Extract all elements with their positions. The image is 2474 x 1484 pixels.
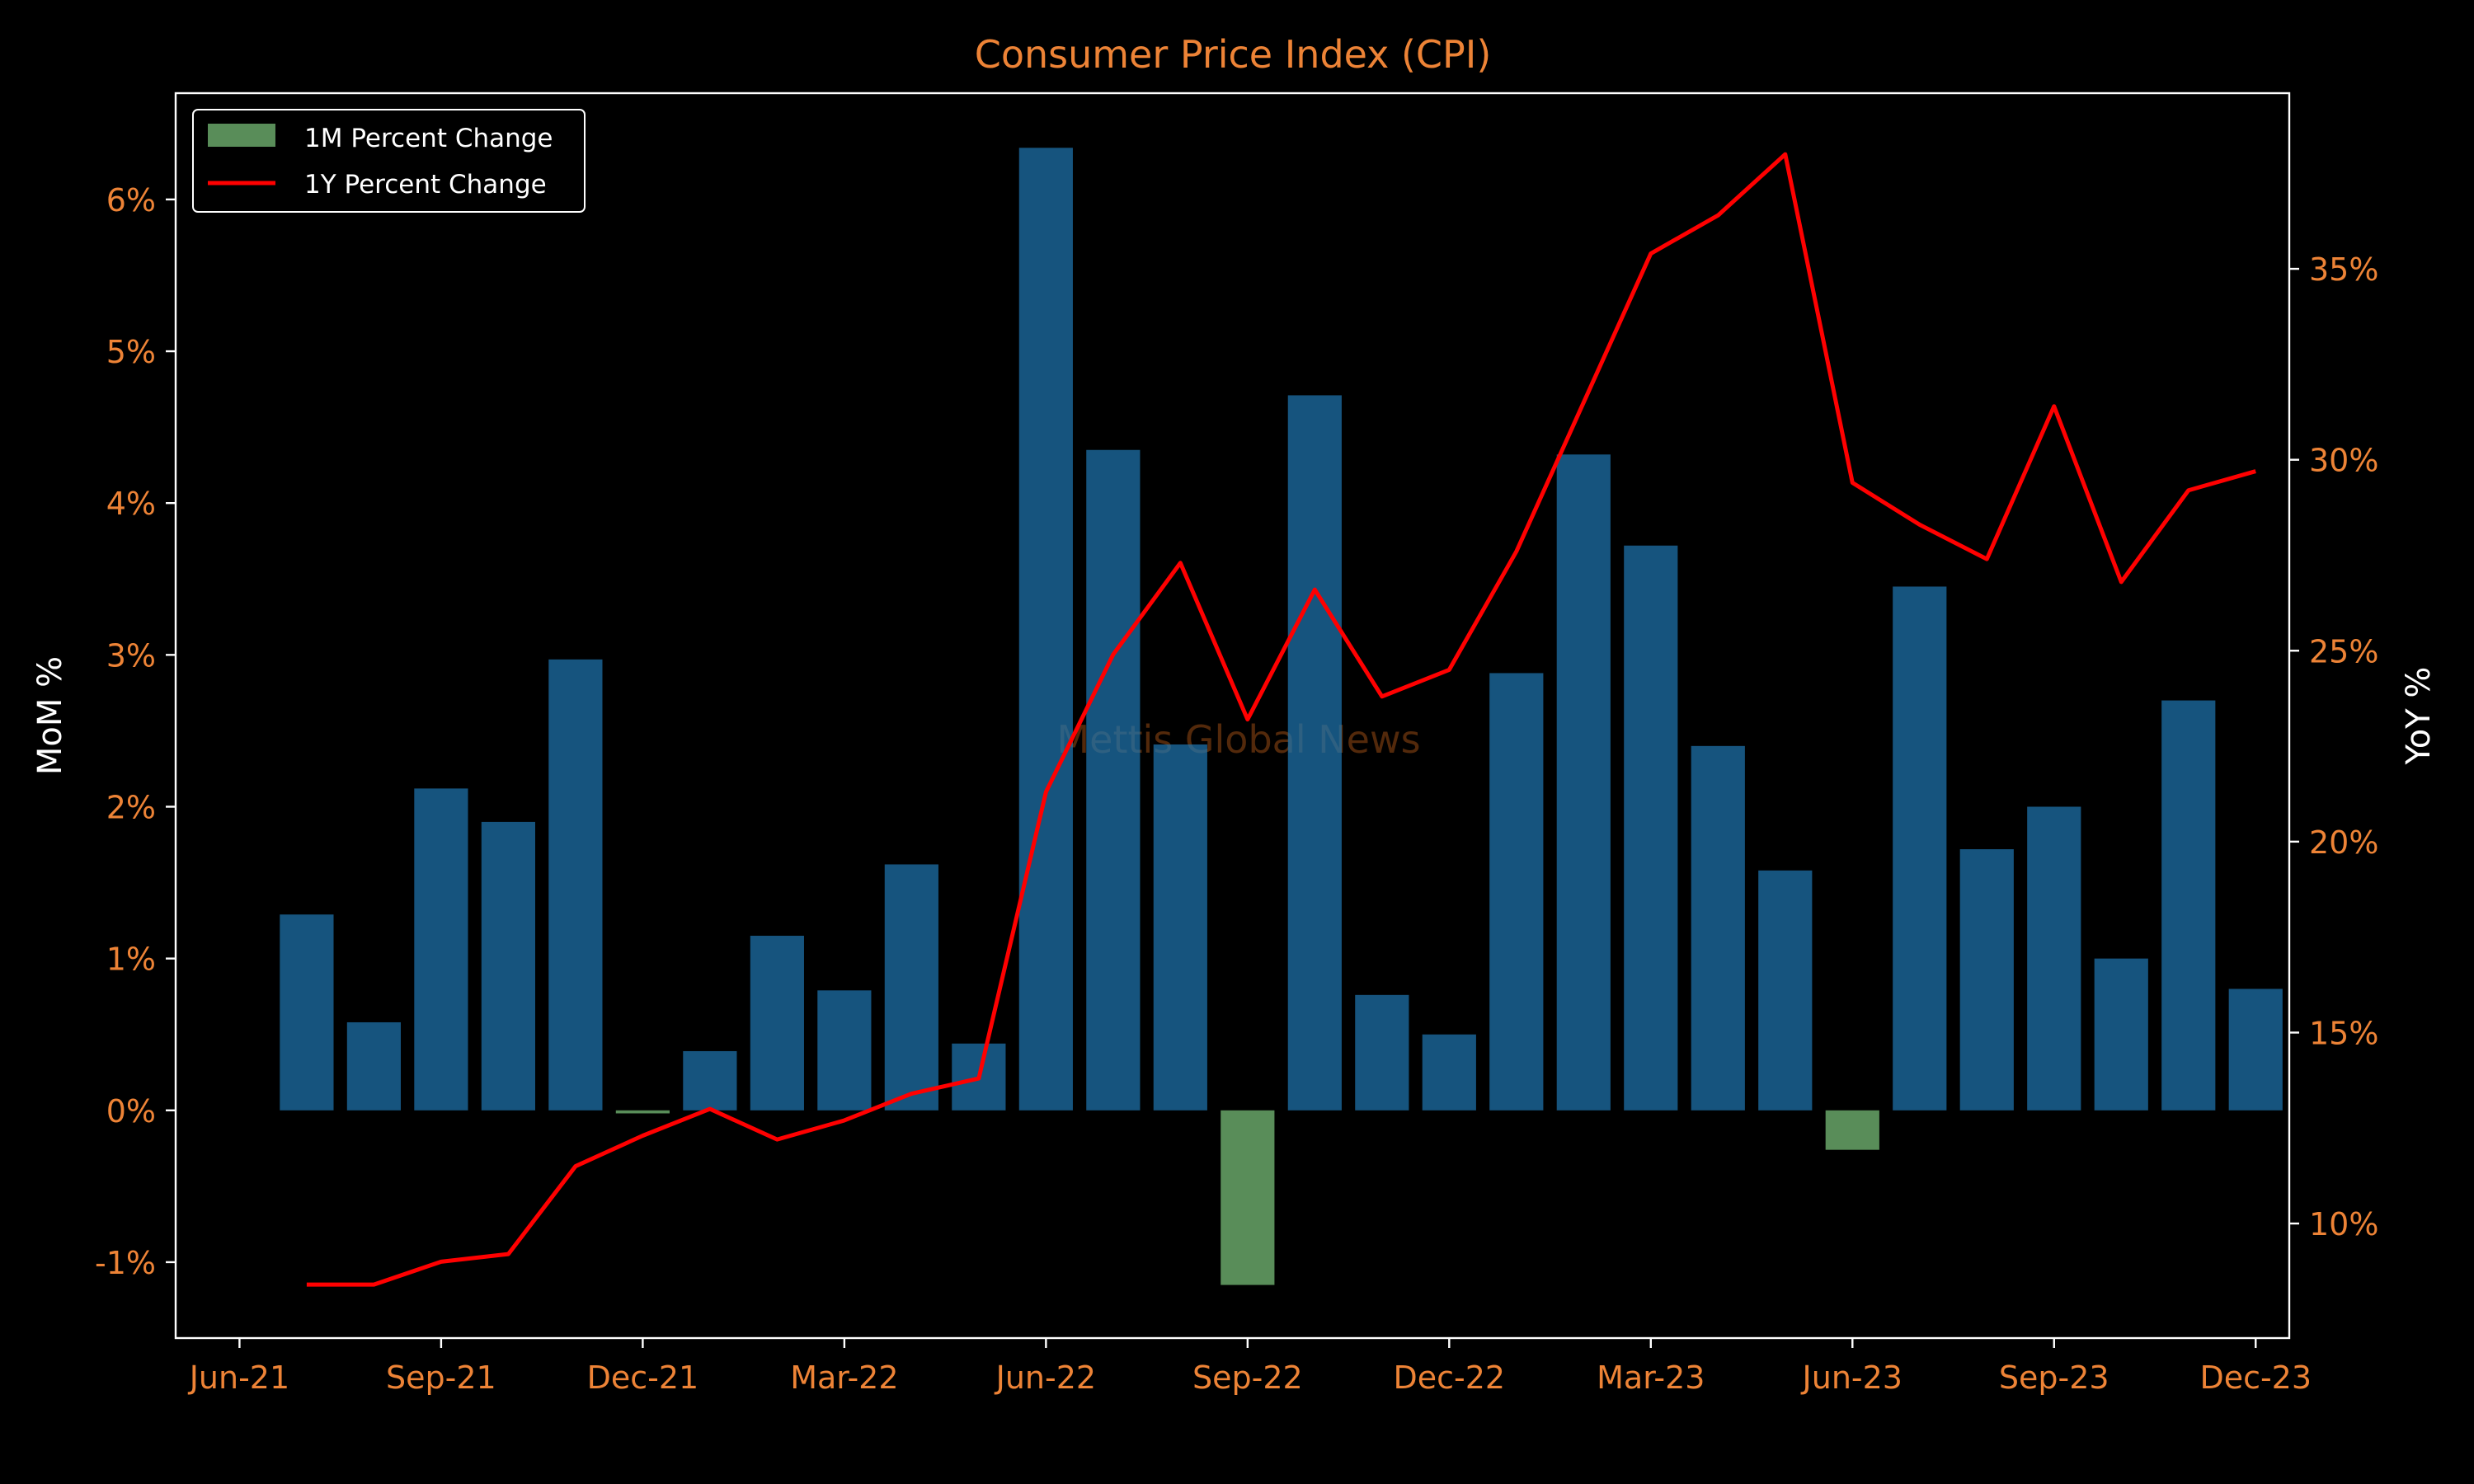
right-tick-label: 35% xyxy=(2309,251,2378,288)
bar-2023-09 xyxy=(2027,806,2081,1111)
bar-2023-04 xyxy=(1691,745,1745,1111)
legend-swatch-bar xyxy=(208,124,275,147)
right-tick-label: 10% xyxy=(2309,1206,2378,1242)
bar-2022-11 xyxy=(1355,994,1409,1111)
yoy-line xyxy=(306,152,2256,1287)
right-tick-label: 20% xyxy=(2309,824,2378,861)
left-tick-label: 2% xyxy=(106,789,156,825)
bar-2023-10 xyxy=(2094,958,2148,1111)
right-tick-label: 15% xyxy=(2309,1015,2378,1051)
bar-2023-05 xyxy=(1758,870,1813,1111)
bar-2021-11 xyxy=(548,659,603,1111)
x-axis: Jun-21 Sep-21 Dec-21 Mar-22 Jun-22 Sep-22 Dec-… xyxy=(188,1338,2312,1396)
bar-2022-06 xyxy=(1018,148,1073,1111)
bar-2021-08 xyxy=(346,1021,402,1111)
x-tick-label: Dec-21 xyxy=(587,1360,699,1396)
x-tick-label: Dec-23 xyxy=(2199,1360,2312,1396)
bar-2022-03 xyxy=(817,990,872,1111)
bar-2022-12 xyxy=(1422,1034,1476,1111)
bar-2021-09 xyxy=(414,788,468,1111)
x-tick-label: Mar-23 xyxy=(1597,1360,1705,1396)
x-tick-label: Sep-23 xyxy=(1999,1360,2109,1396)
bar-2022-02 xyxy=(750,936,804,1111)
bar-2023-03 xyxy=(1624,545,1678,1111)
left-tick-label: 6% xyxy=(106,182,156,218)
x-tick-label: Jun-22 xyxy=(995,1360,1096,1396)
left-axis-label: MoM % xyxy=(31,656,69,775)
left-tick-label: 5% xyxy=(106,334,156,370)
legend: 1M Percent Change 1Y Percent Change xyxy=(192,109,586,213)
left-axis: -1% 0% 1% 2% 3% 4% 5% 6% xyxy=(95,182,176,1281)
right-tick-label: 25% xyxy=(2309,633,2378,669)
right-axis: 10% 15% 20% 25% 30% 35% xyxy=(2289,251,2378,1242)
x-tick-label: Sep-21 xyxy=(386,1360,496,1396)
bar-2022-10 xyxy=(1287,395,1342,1111)
x-tick-label: Mar-22 xyxy=(790,1360,898,1396)
bar-2021-12 xyxy=(615,1110,670,1114)
x-tick-label: Sep-22 xyxy=(1192,1360,1303,1396)
bar-series xyxy=(280,148,2283,1285)
bar-2022-01 xyxy=(683,1050,737,1111)
bar-2022-08 xyxy=(1153,744,1207,1111)
bar-2023-07 xyxy=(1893,586,1947,1111)
legend-label-1y: 1Y Percent Change xyxy=(304,170,547,200)
bar-2023-08 xyxy=(1959,849,2014,1111)
bar-2023-02 xyxy=(1556,454,1611,1111)
line-series-layer xyxy=(306,152,2256,1287)
bar-2022-07 xyxy=(1086,449,1141,1111)
bar-2023-01 xyxy=(1489,673,1544,1111)
bar-2023-12 xyxy=(2228,989,2283,1111)
left-tick-label: -1% xyxy=(95,1245,156,1281)
x-tick-label: Jun-21 xyxy=(188,1360,289,1396)
bar-2021-10 xyxy=(481,821,535,1111)
right-axis-label: YoY % xyxy=(2400,667,2438,766)
plot-frame xyxy=(174,92,2291,1340)
bar-2021-07 xyxy=(280,914,334,1111)
left-tick-label: 4% xyxy=(106,486,156,522)
right-tick-label: 30% xyxy=(2309,443,2378,479)
left-tick-label: 0% xyxy=(106,1093,156,1129)
legend-box xyxy=(192,109,586,213)
bar-2023-06 xyxy=(1825,1110,1879,1150)
left-tick-label: 3% xyxy=(106,637,156,674)
bar-2022-09 xyxy=(1221,1110,1275,1285)
bar-2023-11 xyxy=(2161,700,2216,1111)
legend-label-1m: 1M Percent Change xyxy=(304,124,553,153)
chart-title: Consumer Price Index (CPI) xyxy=(975,32,1492,77)
left-tick-label: 1% xyxy=(106,942,156,978)
x-tick-label: Jun-23 xyxy=(1801,1360,1903,1396)
x-tick-label: Dec-22 xyxy=(1394,1360,1506,1396)
bar-2022-04 xyxy=(884,864,938,1111)
